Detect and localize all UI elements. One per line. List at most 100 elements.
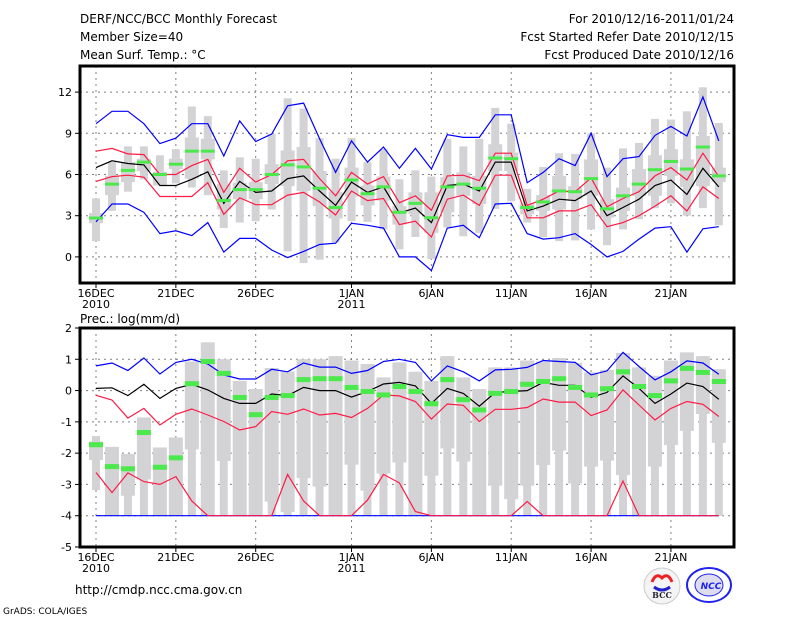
prec-ensemble-mean-mark: [568, 384, 583, 390]
temp-ensemble-mean-mark: [663, 159, 678, 163]
temp-ensemble-mean-mark: [168, 162, 183, 166]
prec-xtick-label: 16DEC: [77, 551, 114, 564]
prec-box: [248, 389, 263, 516]
bcc-logo-text: BCC: [652, 590, 672, 600]
prec-whisker: [682, 352, 691, 516]
temp-ensemble-mean-mark: [344, 178, 359, 182]
ncc-logo-text: NCC: [701, 582, 722, 592]
prec-ensemble-mean-mark: [232, 394, 247, 400]
prec-ensemble-mean-mark: [264, 394, 279, 400]
temp-ensemble-mean-mark: [152, 173, 167, 176]
prec-box: [711, 369, 726, 443]
prec-box: [520, 360, 535, 486]
prec-ensemble-mean-mark: [679, 365, 694, 371]
member-size: Member Size=40: [80, 30, 183, 44]
prec-ensemble-mean-mark: [488, 390, 503, 396]
prec-ensemble-mean-mark: [360, 389, 375, 395]
temp-ensemble-mean-mark: [184, 149, 199, 153]
prec-ensemble-mean-mark: [711, 378, 726, 384]
temp-ensemble-mean-mark: [472, 186, 487, 190]
prec-ensemble-mean-mark: [376, 392, 391, 398]
prec-xtick-label: 1JAN: [339, 551, 365, 564]
temp-ensemble-mean-mark: [616, 194, 631, 198]
prec-box: [584, 372, 599, 467]
prec-ensemble-mean-mark: [504, 389, 519, 395]
temp-ensemble-mean-mark: [376, 185, 391, 189]
prec-ytick-label: -2: [61, 447, 72, 460]
forecast-start-date: Fcst Started Refer Date 2010/12/15: [520, 30, 734, 44]
prec-median-line: [95, 375, 720, 407]
temp-ensemble-mean-mark: [264, 173, 279, 176]
prec-box: [104, 446, 119, 516]
temp-ensemble-mean-mark: [408, 201, 423, 205]
prec-box: [472, 389, 487, 516]
temp-ensemble-mean-mark: [216, 199, 231, 203]
prec-ensemble-mean-mark: [440, 377, 455, 383]
prec-ytick-label: 2: [65, 322, 72, 335]
prec-ensemble-mean-mark: [280, 393, 295, 399]
temp-box: [392, 206, 407, 225]
prec-ensemble-mean-mark: [216, 370, 231, 376]
prec-box: [679, 352, 694, 431]
prec-box: [152, 447, 167, 516]
grads-credit: GrADS: COLA/IGES: [3, 607, 87, 617]
temp-xtick-label: 1JAN: [339, 287, 365, 300]
temp-xtick-label: 21DEC: [157, 287, 194, 300]
prec-ensemble-mean-mark: [344, 384, 359, 390]
temp-box: [184, 137, 199, 179]
temp-ensemble-mean-mark: [711, 174, 726, 178]
temp-ytick-label: 3: [65, 210, 72, 223]
prec-ensemble-mean-mark: [647, 393, 662, 399]
prec-frame: [78, 326, 736, 549]
prec-xtick-label: 21JAN: [655, 551, 688, 564]
prec-box: [232, 380, 247, 516]
temp-ensemble-mean-mark: [679, 167, 694, 171]
prec-box: [408, 371, 423, 516]
temp-frame: [78, 64, 736, 285]
prec-box: [216, 359, 231, 461]
prec-box: [631, 367, 646, 516]
prec-box: [376, 377, 391, 474]
temp-ensemble-mean-mark: [568, 190, 583, 194]
temp-ensemble-mean-mark: [456, 182, 471, 186]
prec-box: [552, 358, 567, 451]
prec-ensemble-mean-mark: [600, 386, 615, 392]
prec-box: [456, 377, 471, 462]
prec-box: [568, 363, 583, 484]
prec-box: [488, 367, 503, 486]
prec-xtick-label: 21DEC: [157, 551, 194, 564]
temp-xtick-label: 21JAN: [655, 287, 688, 300]
temp-box: [552, 175, 567, 210]
prec-box: [200, 342, 215, 516]
prec-whisker: [698, 356, 707, 516]
prec-ensemble-mean-mark: [536, 378, 551, 384]
prec-xtick-label: 6JAN: [418, 551, 444, 564]
footer-url: http://cmdp.ncc.cma.gov.cn: [75, 583, 242, 597]
temp-median-line: [95, 160, 720, 224]
prec-ensemble-mean-mark: [695, 369, 710, 375]
prec-ensemble-mean-mark: [520, 381, 535, 387]
prec-box: [616, 353, 631, 476]
prec-ytick-label: 0: [65, 385, 72, 398]
prec-box: [264, 368, 279, 502]
prec-ensemble-mean-mark: [312, 376, 327, 382]
temp-ensemble-mean-mark: [89, 216, 103, 220]
temp-ensemble-mean-mark: [552, 189, 567, 193]
temp-xtick-label: 26DEC: [237, 287, 274, 300]
prec-ensemble-mean-mark: [184, 381, 199, 387]
prec-box: [392, 362, 407, 463]
prec-box: [136, 417, 151, 480]
prec-ytick-label: -4: [61, 510, 72, 523]
temp-xtick-year: 2010: [82, 298, 110, 311]
prec-ensemble-mean-mark: [104, 464, 119, 470]
prec-ensemble-mean-mark: [616, 369, 631, 375]
prec-ensemble-mean-mark: [89, 442, 103, 448]
temp-ensemble-mean-mark: [360, 192, 375, 196]
temp-ensemble-mean-mark: [600, 207, 615, 211]
temp-ensemble-mean-mark: [504, 157, 519, 161]
temp-ensemble-mean-mark: [120, 168, 135, 172]
prec-ensemble-mean-mark: [168, 455, 183, 461]
